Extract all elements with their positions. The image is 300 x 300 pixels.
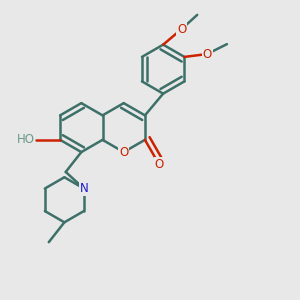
Text: O: O (119, 146, 128, 159)
Text: O: O (202, 48, 212, 61)
Text: O: O (177, 22, 186, 36)
Text: N: N (80, 182, 88, 195)
Text: O: O (154, 158, 164, 171)
Text: HO: HO (16, 133, 34, 146)
